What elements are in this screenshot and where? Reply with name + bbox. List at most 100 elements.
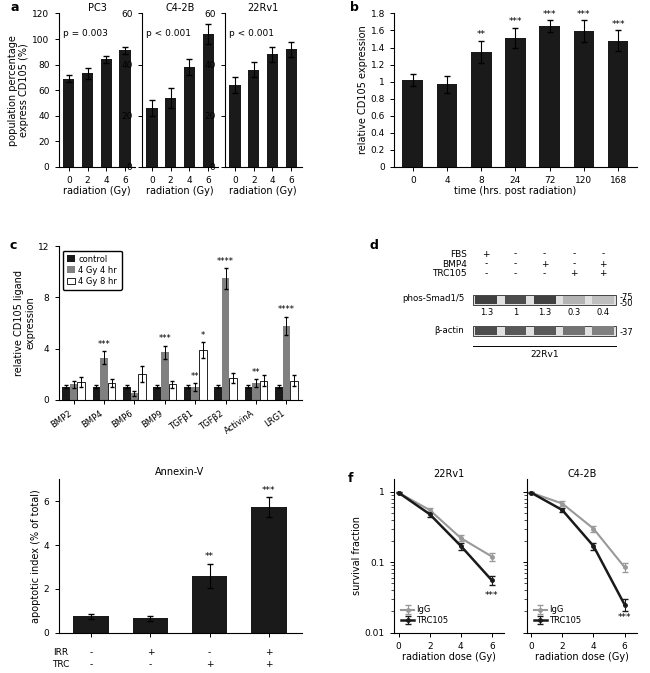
- Text: +: +: [265, 648, 273, 657]
- Bar: [153, 387, 161, 400]
- Bar: [108, 383, 116, 400]
- Bar: [260, 380, 267, 400]
- Bar: [540, 26, 560, 167]
- Bar: [534, 296, 556, 304]
- Text: -: -: [485, 260, 488, 269]
- Text: TRC105: TRC105: [432, 269, 467, 279]
- Bar: [161, 353, 168, 400]
- Text: ****: ****: [278, 305, 295, 314]
- Title: 22Rv1: 22Rv1: [248, 3, 279, 13]
- Text: 0.4: 0.4: [597, 308, 610, 317]
- Text: -: -: [208, 648, 211, 657]
- Text: ***: ***: [509, 17, 522, 26]
- Text: ***: ***: [612, 20, 625, 29]
- Bar: [283, 326, 290, 400]
- Text: IRR: IRR: [53, 648, 68, 657]
- Bar: [475, 326, 497, 335]
- Text: -: -: [601, 250, 604, 258]
- Text: TRC: TRC: [51, 660, 69, 669]
- Text: β-actin: β-actin: [435, 326, 464, 335]
- Bar: [63, 79, 75, 167]
- Text: 0.3: 0.3: [567, 308, 580, 317]
- Bar: [608, 40, 629, 167]
- Text: 1.3: 1.3: [538, 308, 551, 317]
- Bar: [184, 67, 195, 167]
- X-axis label: radiation (Gy): radiation (Gy): [63, 186, 131, 196]
- Text: +: +: [482, 250, 490, 258]
- Bar: [402, 80, 423, 167]
- Bar: [192, 387, 199, 400]
- Bar: [203, 34, 214, 167]
- Text: ***: ***: [543, 9, 556, 19]
- Bar: [133, 618, 168, 633]
- Bar: [275, 387, 283, 400]
- Bar: [504, 326, 526, 335]
- Text: ***: ***: [485, 592, 499, 600]
- Text: f: f: [348, 472, 353, 485]
- Text: -: -: [514, 269, 517, 279]
- Bar: [229, 378, 237, 400]
- Bar: [101, 59, 112, 167]
- Bar: [267, 55, 278, 167]
- Text: +: +: [206, 660, 213, 669]
- X-axis label: time (hrs. post radiation): time (hrs. post radiation): [454, 186, 577, 196]
- X-axis label: radiation (Gy): radiation (Gy): [146, 186, 214, 196]
- Bar: [592, 326, 614, 335]
- Text: -: -: [90, 648, 93, 657]
- Text: b: b: [350, 1, 359, 14]
- Text: +: +: [541, 260, 549, 269]
- Bar: [475, 296, 497, 304]
- Text: **: **: [191, 371, 200, 380]
- Text: a: a: [11, 1, 20, 14]
- Text: +: +: [599, 260, 606, 269]
- Title: C4-2B: C4-2B: [567, 468, 597, 479]
- Bar: [574, 32, 594, 167]
- X-axis label: radiation dose (Gy): radiation dose (Gy): [535, 652, 629, 662]
- Bar: [70, 384, 77, 400]
- Bar: [131, 393, 138, 400]
- Text: -: -: [572, 260, 575, 269]
- Bar: [214, 387, 222, 400]
- Text: -: -: [90, 660, 93, 669]
- Text: ***: ***: [98, 340, 111, 349]
- Text: **: **: [205, 553, 214, 561]
- Bar: [120, 50, 131, 167]
- Bar: [168, 384, 176, 400]
- Bar: [82, 73, 93, 167]
- Bar: [592, 296, 614, 304]
- Bar: [473, 326, 616, 336]
- Bar: [473, 295, 616, 305]
- Bar: [244, 387, 252, 400]
- Text: ***: ***: [618, 612, 631, 622]
- Title: 22Rv1: 22Rv1: [434, 468, 465, 479]
- Text: -: -: [543, 269, 546, 279]
- Y-axis label: apoptotic index (% of total): apoptotic index (% of total): [31, 489, 41, 623]
- Text: +: +: [599, 269, 606, 279]
- Title: Annexin-V: Annexin-V: [155, 467, 205, 477]
- Y-axis label: relative CD105 expression: relative CD105 expression: [358, 26, 368, 155]
- Text: -75: -75: [620, 293, 634, 302]
- Y-axis label: relative CD105 ligand
expression: relative CD105 ligand expression: [14, 270, 35, 376]
- Text: p = 0.003: p = 0.003: [63, 29, 108, 38]
- Bar: [123, 387, 131, 400]
- Bar: [199, 350, 207, 400]
- Bar: [62, 387, 70, 400]
- Bar: [563, 296, 585, 304]
- Bar: [165, 98, 176, 167]
- Text: ***: ***: [159, 334, 171, 343]
- X-axis label: radiation (Gy): radiation (Gy): [229, 186, 297, 196]
- Text: p < 0.001: p < 0.001: [146, 29, 191, 38]
- Text: -: -: [572, 250, 575, 258]
- Bar: [229, 85, 240, 167]
- Bar: [248, 69, 259, 167]
- Text: ***: ***: [577, 9, 591, 19]
- Text: d: d: [370, 239, 378, 252]
- Text: -: -: [514, 250, 517, 258]
- Text: +: +: [570, 269, 578, 279]
- Bar: [77, 382, 85, 400]
- Bar: [222, 279, 229, 400]
- Bar: [138, 374, 146, 400]
- Bar: [184, 387, 192, 400]
- X-axis label: radiation dose (Gy): radiation dose (Gy): [402, 652, 496, 662]
- Y-axis label: population percentage
express CD105 (%): population percentage express CD105 (%): [8, 34, 29, 145]
